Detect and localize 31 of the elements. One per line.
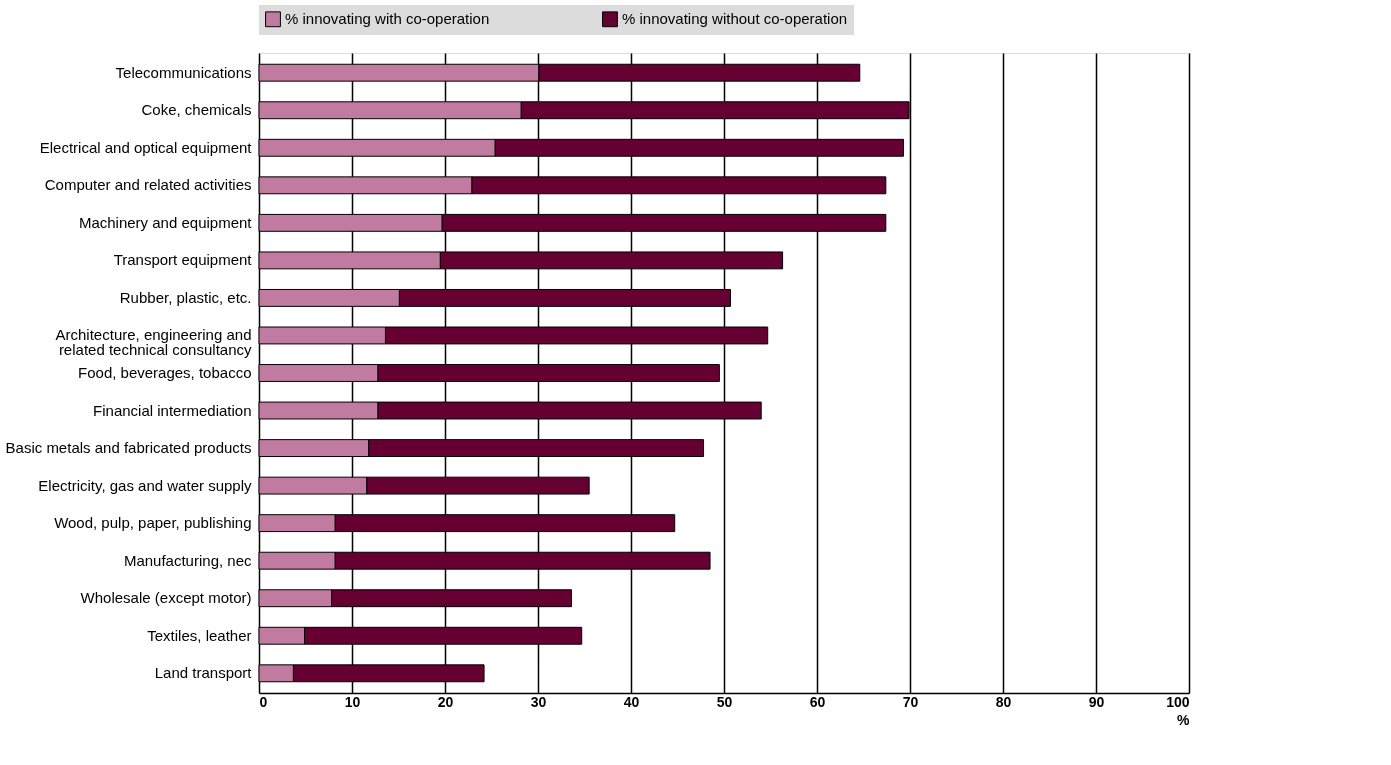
y-tick-label: Architecture, engineering and related technical consultancy [55, 326, 252, 359]
x-tick-label: 70 [902, 693, 919, 710]
x-tick-label: 50 [716, 693, 733, 710]
y-tick-label: Wholesale (except motor) [80, 589, 252, 607]
y-tick-label: Machinery and equipment [78, 213, 253, 231]
y-tick-label: Wood, pulp, paper, publishing [54, 514, 252, 532]
y-tick-label: Financial intermediation [93, 401, 252, 419]
y-tick-label: Basic metals and fabricated products [5, 439, 252, 457]
y-tick-label: Rubber, plastic, etc. [119, 288, 252, 306]
x-tick-label: 90 [1088, 693, 1105, 710]
x-tick-label: 20 [437, 693, 454, 710]
y-tick-label: Telecommunications [115, 63, 252, 81]
y-tick-label: Textiles, leather [147, 626, 252, 644]
x-tick-label: 40 [623, 693, 640, 710]
y-tick-label: Electrical and optical equipment [39, 138, 253, 156]
y-tick-label: Food, beverages, tobacco [78, 364, 252, 381]
x-tick-label: 30 [530, 693, 547, 710]
x-tick-label: 80 [995, 693, 1012, 710]
y-tick-label: Electricity, gas and water supply [38, 476, 252, 494]
y-tick-label: Coke, chemicals [141, 101, 252, 119]
legend-label: % innovating without co-operation [622, 10, 848, 28]
y-tick-label: Computer and related activities [44, 176, 252, 194]
x-tick-label: 100 [1166, 693, 1190, 710]
y-tick-label: Manufacturing, nec [123, 551, 252, 569]
y-tick-label: Transport equipment [113, 251, 253, 269]
x-tick-label: 60 [809, 693, 826, 710]
x-tick-label: 0 [259, 693, 268, 710]
x-tick-label: 10 [344, 693, 361, 710]
y-tick-label: Land transport [154, 664, 253, 682]
x-axis-title: % [1177, 711, 1191, 728]
legend-label: % innovating with co-operation [285, 10, 490, 28]
